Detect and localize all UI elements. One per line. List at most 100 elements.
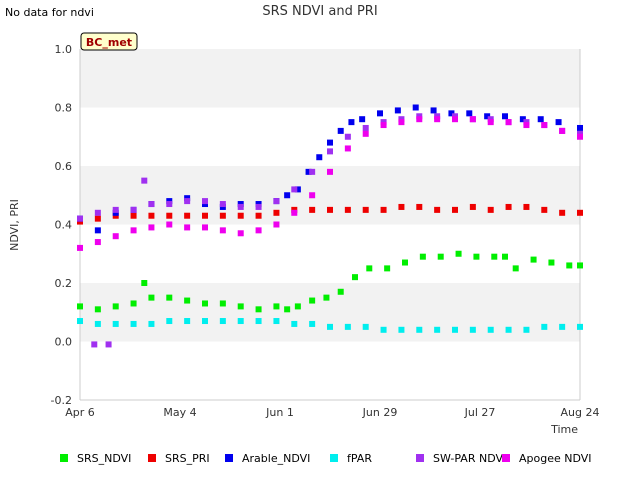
data-point <box>237 230 244 237</box>
data-point <box>327 148 333 155</box>
data-point <box>255 212 262 219</box>
data-point <box>202 300 208 307</box>
data-point <box>202 212 208 219</box>
data-point <box>202 224 208 231</box>
data-point <box>94 209 101 216</box>
data-point <box>366 265 373 272</box>
legend-label: Arable_NDVI <box>242 452 311 465</box>
data-point <box>284 306 291 313</box>
data-point <box>184 224 191 231</box>
data-point <box>255 203 262 210</box>
data-point <box>523 203 530 210</box>
site-label-box <box>80 32 138 51</box>
legend-swatch <box>148 454 156 462</box>
data-point <box>112 206 119 213</box>
data-point <box>502 113 508 120</box>
data-point <box>130 227 137 234</box>
data-point <box>452 326 458 333</box>
data-point <box>577 323 583 330</box>
data-point <box>309 297 316 304</box>
data-point <box>305 168 312 175</box>
data-point <box>466 110 473 117</box>
data-point <box>523 326 530 333</box>
data-point <box>141 280 148 286</box>
data-point <box>434 206 441 213</box>
data-point <box>473 253 480 260</box>
data-point <box>166 221 173 228</box>
data-point <box>202 198 208 205</box>
data-point <box>487 119 494 126</box>
series-apogee-ndvi <box>77 116 583 251</box>
data-point <box>130 212 137 219</box>
grid-band <box>80 166 580 225</box>
data-point <box>148 294 155 301</box>
data-point <box>255 318 262 325</box>
grid-band <box>80 341 580 400</box>
data-point <box>541 206 548 213</box>
x-tick-label: Apr 6 <box>65 406 95 419</box>
data-point <box>94 306 101 313</box>
data-point <box>327 168 333 175</box>
data-point <box>359 116 366 123</box>
data-point <box>237 203 244 210</box>
data-point <box>148 212 155 219</box>
data-point <box>537 116 544 123</box>
y-axis-label: NDVI, PRI <box>8 199 21 251</box>
data-point <box>166 201 173 208</box>
data-point <box>273 209 280 216</box>
y-tick-label: 0.2 <box>55 277 73 290</box>
data-point <box>362 130 369 137</box>
data-point <box>362 206 369 213</box>
data-point <box>166 318 173 325</box>
data-point <box>237 303 244 310</box>
data-point <box>309 168 316 175</box>
data-point <box>291 186 298 193</box>
x-tick-label: Jun 29 <box>362 406 398 419</box>
data-point <box>255 306 262 313</box>
data-point <box>202 318 208 325</box>
data-point <box>559 127 566 134</box>
data-point <box>352 274 358 281</box>
legend-label: SRS_NDVI <box>77 452 132 465</box>
data-point <box>416 203 423 210</box>
legend-swatch <box>416 454 424 462</box>
chart-title: SRS NDVI and PRI <box>262 4 378 19</box>
data-point <box>344 323 351 330</box>
data-point <box>362 323 369 330</box>
data-point <box>219 300 226 307</box>
y-tick-label: 0.6 <box>55 160 73 173</box>
data-point <box>77 303 83 310</box>
data-point <box>394 107 401 114</box>
legend: SRS_NDVI SRS_PRI Arable_NDVI fPAR SW-PAR NDV… <box>0 452 640 470</box>
legend-label: SW-PAR NDVI <box>433 452 507 465</box>
legend-swatch <box>60 454 68 462</box>
data-point <box>555 119 562 126</box>
data-point <box>316 154 323 161</box>
legend-item: fPAR <box>330 452 372 465</box>
data-point <box>148 201 155 208</box>
data-point <box>237 318 244 325</box>
legend-swatch <box>502 454 510 462</box>
data-point <box>327 323 333 330</box>
data-point <box>362 124 369 131</box>
x-axis-label: Time <box>550 423 578 436</box>
data-point <box>309 192 316 199</box>
data-point <box>130 320 137 327</box>
data-point <box>327 206 333 213</box>
legend-swatch <box>330 454 338 462</box>
site-label: BC_met <box>80 32 138 51</box>
data-point <box>484 113 491 120</box>
data-point <box>430 107 437 114</box>
data-point <box>166 294 173 301</box>
data-point <box>398 326 405 333</box>
data-point <box>219 318 226 325</box>
data-point <box>94 227 101 234</box>
legend-item: SW-PAR NDVI <box>416 452 506 465</box>
data-point <box>530 256 537 263</box>
x-axis: Apr 6 May 4 Jun 1 Jun 29 Jul 27 Aug 24 <box>65 406 599 419</box>
data-point <box>541 323 548 330</box>
data-point <box>148 224 155 231</box>
y-tick-label: 0.0 <box>55 336 73 349</box>
data-point <box>491 253 498 260</box>
data-point <box>112 303 119 310</box>
